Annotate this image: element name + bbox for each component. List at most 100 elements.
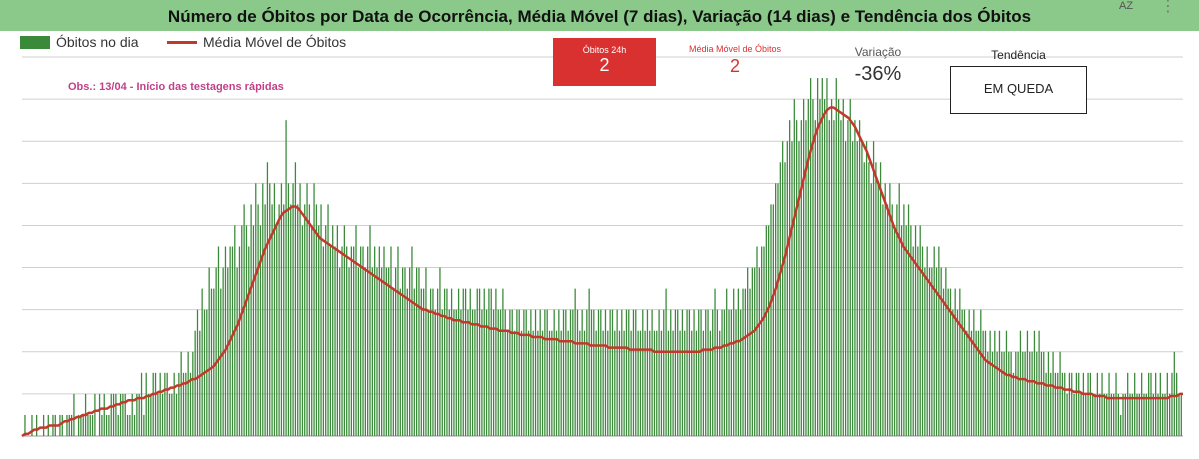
daily-bar[interactable]	[103, 393, 105, 436]
daily-bar[interactable]	[793, 99, 795, 437]
daily-bar[interactable]	[856, 141, 858, 436]
daily-bar[interactable]	[630, 330, 632, 436]
daily-bar[interactable]	[917, 246, 919, 437]
daily-bar[interactable]	[935, 267, 938, 436]
daily-bar[interactable]	[1017, 351, 1019, 436]
daily-bar[interactable]	[1031, 351, 1033, 436]
sort-icon[interactable]: AZ	[1119, 0, 1134, 12]
daily-bar[interactable]	[658, 309, 660, 436]
daily-bar[interactable]	[236, 267, 238, 436]
daily-bar[interactable]	[87, 414, 89, 436]
daily-bar[interactable]	[164, 372, 166, 436]
daily-bar[interactable]	[625, 309, 628, 436]
daily-bar[interactable]	[644, 330, 646, 436]
daily-bar[interactable]	[271, 204, 273, 436]
daily-bar[interactable]	[434, 309, 436, 436]
daily-bar[interactable]	[984, 330, 987, 436]
daily-bar[interactable]	[1092, 393, 1094, 436]
daily-bar[interactable]	[397, 246, 399, 437]
daily-bar[interactable]	[705, 309, 707, 436]
daily-bar[interactable]	[947, 288, 949, 436]
daily-bar[interactable]	[541, 330, 544, 436]
daily-bar[interactable]	[663, 309, 665, 436]
daily-bar[interactable]	[404, 267, 406, 436]
daily-bar[interactable]	[730, 309, 732, 436]
daily-bar[interactable]	[161, 393, 164, 436]
daily-bar[interactable]	[269, 183, 271, 436]
daily-bar[interactable]	[24, 414, 26, 436]
daily-bar[interactable]	[1022, 351, 1024, 436]
daily-bar[interactable]	[495, 288, 497, 436]
daily-bar[interactable]	[513, 330, 516, 436]
daily-bar[interactable]	[980, 309, 982, 436]
daily-bar[interactable]	[31, 414, 33, 436]
daily-bar[interactable]	[1127, 372, 1129, 436]
daily-bar[interactable]	[966, 330, 968, 436]
daily-bar[interactable]	[520, 330, 523, 436]
daily-bar[interactable]	[339, 267, 341, 436]
daily-bar[interactable]	[432, 288, 434, 436]
daily-bar[interactable]	[101, 414, 103, 436]
daily-bar[interactable]	[427, 309, 429, 436]
daily-bar[interactable]	[1094, 393, 1096, 436]
daily-bar[interactable]	[770, 204, 772, 436]
daily-bar[interactable]	[628, 309, 630, 436]
daily-bar[interactable]	[182, 372, 185, 436]
daily-bar[interactable]	[73, 393, 75, 436]
daily-bar[interactable]	[551, 330, 553, 436]
daily-bar[interactable]	[1150, 372, 1152, 436]
daily-bar[interactable]	[1054, 372, 1057, 436]
daily-bar[interactable]	[1089, 372, 1092, 436]
daily-bar[interactable]	[129, 414, 131, 436]
daily-bar[interactable]	[779, 162, 781, 436]
daily-bar[interactable]	[674, 309, 677, 436]
daily-bar[interactable]	[632, 309, 635, 436]
daily-bar[interactable]	[329, 246, 332, 437]
daily-bar[interactable]	[914, 225, 917, 436]
daily-bar[interactable]	[837, 99, 840, 437]
daily-bar[interactable]	[1015, 351, 1017, 436]
daily-bar[interactable]	[1050, 372, 1052, 436]
daily-bar[interactable]	[970, 330, 973, 436]
daily-bar[interactable]	[273, 183, 276, 436]
daily-bar[interactable]	[751, 267, 753, 436]
daily-bar[interactable]	[684, 330, 686, 436]
daily-bar[interactable]	[192, 351, 194, 436]
daily-bar[interactable]	[889, 183, 891, 436]
daily-bar[interactable]	[257, 204, 259, 436]
daily-bar[interactable]	[963, 309, 966, 436]
daily-bar[interactable]	[1082, 372, 1085, 436]
daily-bar[interactable]	[469, 288, 471, 436]
daily-bar[interactable]	[35, 414, 38, 436]
daily-bar[interactable]	[553, 309, 555, 436]
daily-bar[interactable]	[208, 267, 210, 436]
daily-bar[interactable]	[327, 204, 329, 436]
daily-bar[interactable]	[1148, 372, 1150, 436]
daily-bar[interactable]	[210, 288, 213, 436]
daily-bar[interactable]	[332, 225, 334, 436]
daily-bar[interactable]	[457, 288, 460, 436]
daily-bar[interactable]	[691, 330, 693, 436]
daily-bar[interactable]	[600, 309, 602, 436]
daily-bar[interactable]	[1043, 351, 1045, 436]
daily-bar[interactable]	[975, 330, 977, 436]
daily-bar[interactable]	[187, 351, 189, 436]
daily-bar[interactable]	[614, 330, 616, 436]
daily-bar[interactable]	[343, 225, 345, 436]
daily-bar[interactable]	[1113, 393, 1115, 436]
daily-bar[interactable]	[1141, 372, 1143, 436]
daily-bar[interactable]	[369, 225, 371, 436]
daily-bar[interactable]	[756, 246, 758, 437]
daily-bar[interactable]	[259, 225, 262, 436]
daily-bar[interactable]	[196, 309, 199, 436]
daily-bar[interactable]	[299, 183, 301, 436]
daily-bar[interactable]	[392, 288, 394, 436]
daily-bar[interactable]	[912, 246, 914, 437]
daily-bar[interactable]	[175, 393, 178, 436]
daily-bar[interactable]	[250, 204, 252, 436]
daily-bar[interactable]	[518, 309, 520, 436]
daily-bar[interactable]	[157, 393, 159, 436]
daily-bar[interactable]	[217, 246, 220, 437]
daily-bar[interactable]	[483, 288, 485, 436]
daily-bar[interactable]	[231, 246, 234, 437]
